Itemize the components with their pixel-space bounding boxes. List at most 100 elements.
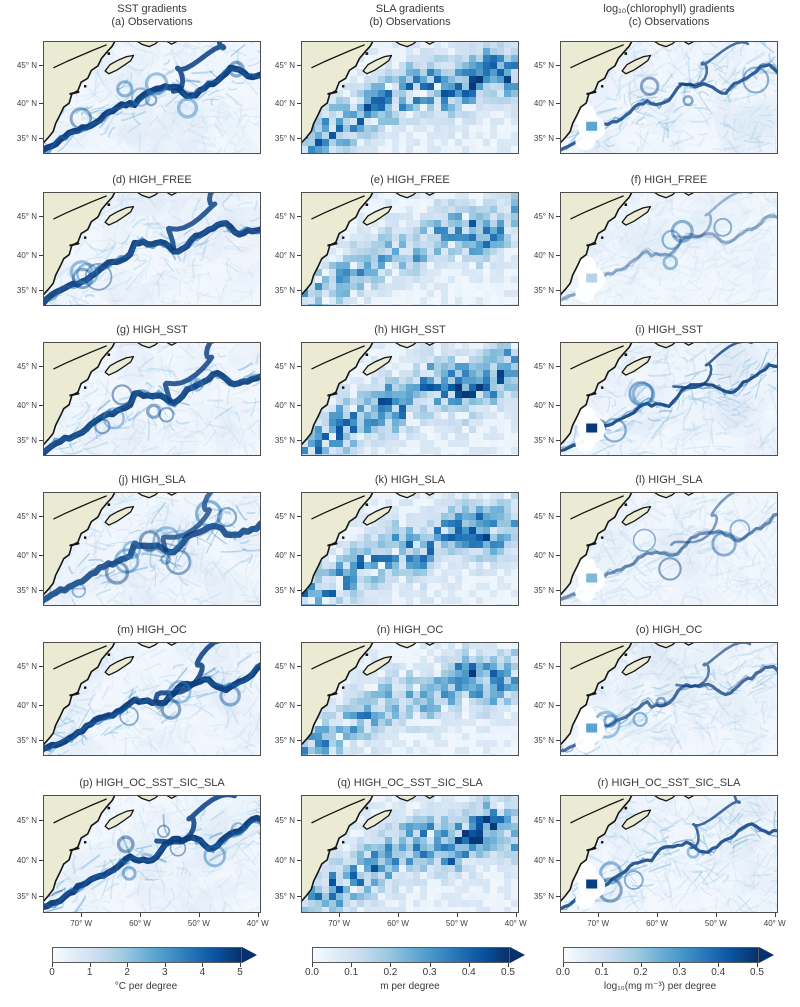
lat-tick-label: 40° N	[533, 250, 554, 260]
map-panel-a	[43, 41, 261, 154]
lon-tick-label: 60° W	[646, 919, 668, 928]
lat-tick-label: 35° N	[533, 134, 554, 144]
lat-tick-label: 35° N	[16, 134, 37, 144]
lat-tick-label: 45° N	[533, 60, 554, 70]
lat-tickmark	[556, 819, 560, 821]
colorbar-caption: m per degree	[380, 981, 440, 992]
lat-tickmark	[556, 215, 560, 217]
lon-tick-label: 70° W	[587, 919, 610, 928]
colorbar-tickmark	[757, 963, 758, 967]
map-panel-r	[560, 795, 778, 913]
lat-tick-label: 40° N	[274, 700, 295, 710]
lat-tickmark	[556, 740, 560, 742]
lat-tickmark	[556, 440, 560, 442]
map-panel-j	[43, 492, 261, 606]
lon-tickmark	[140, 913, 141, 917]
map-canvas-e	[301, 192, 519, 306]
lat-tick-label: 40° N	[533, 400, 554, 410]
colorbar-tick-label: 0.4	[711, 967, 726, 978]
lat-tick-label: 35° N	[533, 436, 554, 446]
lat-tickmark	[556, 103, 560, 105]
map-panel-n	[301, 642, 519, 756]
lat-tickmark	[556, 254, 560, 256]
map-canvas-j	[43, 492, 261, 606]
map-canvas-n	[301, 642, 519, 756]
colorbar-tickmark	[312, 963, 313, 967]
colorbar-tickmark	[202, 963, 204, 967]
lat-tickmark	[297, 665, 301, 667]
lat-tickmark	[297, 819, 301, 821]
column-header-sla: SLA gradients	[375, 3, 445, 15]
lat-tick-label: 40° N	[16, 250, 37, 260]
colorbar-extend-arrow	[759, 947, 774, 963]
lat-tickmark	[39, 365, 43, 367]
lat-tick-label: 45° N	[274, 511, 295, 521]
map-canvas-i	[560, 342, 778, 456]
panel-title-d: (d) HIGH_FREE	[112, 174, 192, 186]
lon-tick-label: 50° W	[704, 919, 727, 928]
lat-tickmark	[39, 290, 43, 292]
map-canvas-d	[43, 192, 261, 306]
map-canvas-p	[43, 795, 261, 913]
colorbar-tickmark	[164, 963, 166, 967]
lat-tick-label: 45° N	[274, 361, 295, 371]
lon-tickmark	[774, 913, 776, 917]
lat-tick-label: 35° N	[533, 736, 554, 746]
lat-tick-label: 35° N	[274, 736, 295, 746]
lat-tickmark	[297, 215, 301, 217]
colorbar-tickmark	[640, 963, 642, 967]
colorbar-tickmark	[679, 963, 681, 967]
lat-tickmark	[39, 404, 43, 406]
colorbar-tick-label: 4	[199, 967, 206, 978]
lat-tick-label: 35° N	[533, 892, 554, 902]
panel-title-q: (q) HIGH_OC_SST_SIC_SLA	[337, 777, 483, 789]
lat-tick-label: 45° N	[16, 661, 37, 671]
lat-tickmark	[556, 896, 560, 898]
lat-tickmark	[297, 704, 301, 706]
lat-tick-label: 45° N	[533, 661, 554, 671]
colorbar-tickmark	[240, 963, 241, 967]
lat-tickmark	[297, 365, 301, 367]
lat-tickmark	[39, 103, 43, 105]
lat-tick-label: 40° N	[533, 550, 554, 560]
colorbar-tick-label: 0.3	[672, 967, 687, 978]
colorbar-extend-arrow	[242, 947, 257, 963]
colorbar-tick-label: 0.0	[556, 967, 570, 978]
panel-title-i: (i) HIGH_SST	[635, 324, 703, 336]
lat-tick-label: 45° N	[274, 60, 295, 70]
lat-tick-label: 40° N	[16, 550, 37, 560]
lat-tickmark	[556, 554, 560, 556]
lat-tick-label: 35° N	[274, 436, 295, 446]
panel-title-r: (r) HIGH_OC_SST_SIC_SLA	[597, 777, 741, 789]
map-panel-i	[560, 342, 778, 456]
colorbar-tickmark	[718, 963, 720, 967]
lat-tickmark	[39, 704, 43, 706]
lat-tick-label: 35° N	[274, 134, 295, 144]
map-canvas-m	[43, 642, 261, 756]
lon-tick-label: 60° W	[387, 919, 409, 928]
lat-tick-label: 35° N	[16, 586, 37, 596]
lon-tick-label: 50° W	[445, 919, 468, 928]
column-header-sst: SST gradients	[117, 3, 187, 15]
lat-tickmark	[297, 554, 301, 556]
lat-tick-label: 40° N	[16, 400, 37, 410]
panel-title-f: (f) HIGH_FREE	[630, 174, 708, 186]
colorbar-caption: log₁₀(mg m⁻³) per degree	[603, 981, 717, 992]
lon-tickmark	[81, 913, 83, 917]
colorbar-tick-label: 0.3	[422, 967, 437, 978]
colorbar-tickmark	[508, 963, 509, 967]
lat-tickmark	[556, 404, 560, 406]
map-canvas-l	[560, 492, 778, 606]
lat-tick-label: 45° N	[533, 211, 554, 221]
lat-tickmark	[39, 665, 43, 667]
lat-tickmark	[39, 515, 43, 517]
lat-tick-label: 35° N	[274, 586, 295, 596]
lat-tickmark	[39, 740, 43, 742]
lat-tickmark	[297, 254, 301, 256]
colorbar-tick-label: 1	[86, 967, 93, 978]
colorbar-caption: °C per degree	[114, 981, 178, 992]
lat-tick-label: 45° N	[274, 815, 295, 825]
lat-tick-label: 40° N	[533, 700, 554, 710]
lon-tick-label: 70° W	[328, 919, 351, 928]
